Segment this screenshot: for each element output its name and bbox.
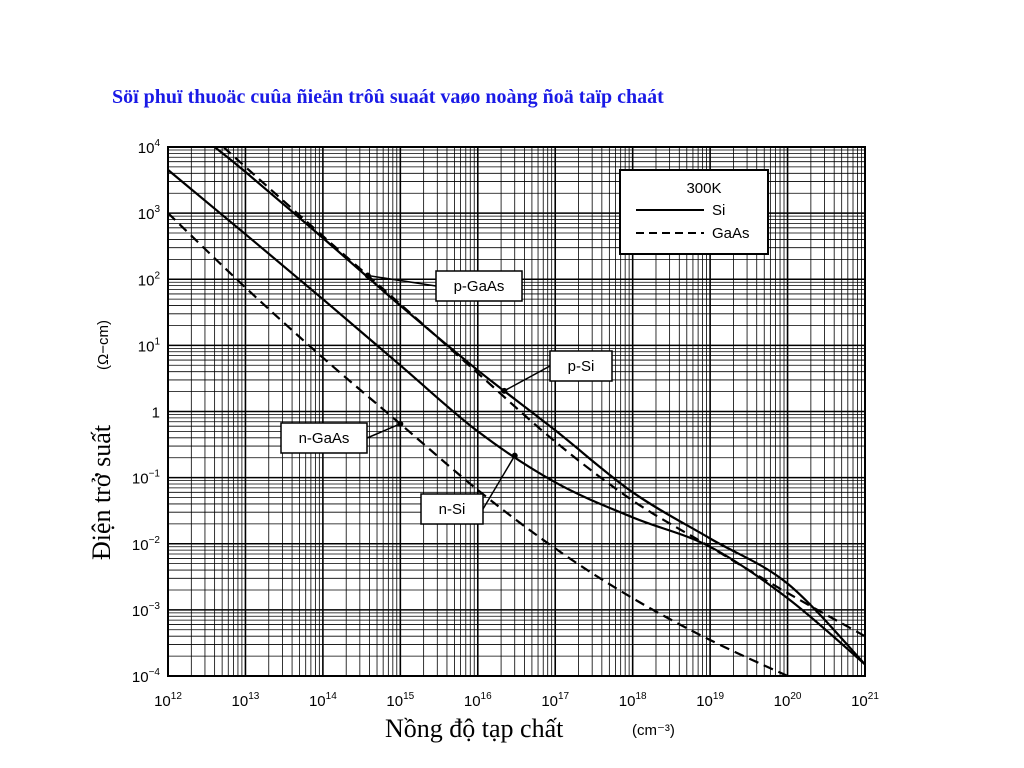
x-tick-label: 1019 [696,691,724,710]
series-line-p-si [213,147,865,666]
annotation-box [420,493,484,525]
annotation-label-n-gaas: n-GaAs [299,430,350,447]
x-tick-label: 1018 [619,691,647,710]
x-tick-label: 1014 [309,691,337,710]
x-tick-label: 1016 [464,691,492,710]
y-axis-unit: (Ω−cm) [95,320,112,370]
x-tick-label: 1013 [232,691,260,710]
annotation-label-n-si: n-Si [439,501,466,518]
annotation-box [549,350,613,382]
x-tick-label: 1020 [774,691,802,710]
x-tick-labels: 1012 1013 1014 1015 1016 1017 1018 1019 1020 1021 [154,691,879,710]
y-tick-label: 1 [152,405,160,422]
annotation-leader [503,365,551,392]
x-axis-unit: (cm⁻³) [632,722,675,739]
y-tick-label: 10−4 [132,667,161,686]
annotation-label-p-gaas: p-GaAs [454,278,505,295]
legend: 300K Si GaAs [619,169,769,255]
y-tick-label: 10−1 [132,469,161,488]
slide-title: Söï phuï thuoäc cuûa ñieän trôû suaát va… [112,86,664,108]
legend-box [619,169,769,255]
annotation-point [364,272,371,279]
x-axis-title: Nồng độ tạp chất [385,714,564,743]
series-line-n-gaas [168,212,789,676]
y-tick-label: 104 [138,138,161,157]
y-tick-label: 103 [138,204,161,223]
y-tick-label: 102 [138,270,161,289]
curves [168,147,865,676]
series-line-n-si [168,169,865,666]
annotation-leader [367,274,437,287]
x-tick-label: 1015 [386,691,414,710]
x-tick-label: 1021 [851,691,879,710]
legend-label-si: Si [712,202,725,219]
x-tick-label: 1012 [154,691,182,710]
legend-title: 300K [686,180,721,197]
annotation-point [397,420,404,427]
x-tick-label: 1017 [541,691,569,710]
y-axis-title: Điện trở suất [87,424,116,560]
annotation-point [501,387,508,394]
annotation-leader [482,455,516,510]
y-tick-label: 10−3 [132,601,161,620]
annotation-point [511,452,518,459]
annotation-leader [366,423,401,439]
y-tick-labels: 104 103 102 101 1 10−1 10−2 10−3 10−4 [132,138,161,686]
annotation-label-p-si: p-Si [568,358,595,375]
plot-frame [167,146,866,677]
y-tick-label: 101 [138,336,161,355]
legend-label-gaas: GaAs [712,225,750,242]
annotation-box [280,422,368,454]
annotation-box [435,270,523,302]
y-tick-label: 10−2 [132,535,161,554]
annotations: p-GaAs p-Si n-GaAs n-Si [280,270,613,525]
